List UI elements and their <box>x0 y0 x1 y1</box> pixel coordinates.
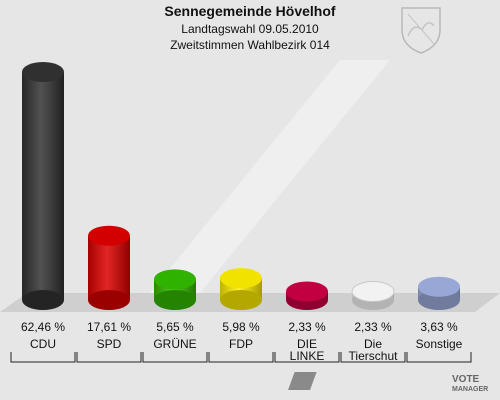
bar-top <box>154 269 196 290</box>
value-label: 17,61 % <box>87 320 131 334</box>
bar-body <box>22 72 64 300</box>
bar-bottom <box>88 290 130 310</box>
bar-die-tierschut <box>351 280 395 310</box>
bar-top <box>351 280 395 302</box>
bar-top <box>88 225 130 246</box>
category-label: Sonstige <box>416 337 463 351</box>
bar-bottom <box>22 290 64 310</box>
category-label: CDU <box>30 337 56 351</box>
bar-top <box>220 268 262 289</box>
logo-text: VOTE MANAGER <box>452 374 488 393</box>
bar-bottom <box>220 290 262 310</box>
chart-title: Sennegemeinde Hövelhof <box>164 3 336 19</box>
category-bracket <box>76 352 142 363</box>
category-label: FDP <box>229 337 253 351</box>
value-label: 5,98 % <box>222 320 260 334</box>
category-bracket <box>406 352 472 363</box>
category-label: GRÜNE <box>153 337 196 351</box>
category-bracket <box>10 352 76 363</box>
value-label: 5,65 % <box>156 320 194 334</box>
category-bracket <box>208 352 274 363</box>
bar-body <box>88 235 130 300</box>
category-label: DIE <box>297 337 317 351</box>
bars-layer <box>22 62 460 310</box>
bar-die-linke <box>286 281 328 310</box>
category-label: Tierschut <box>349 349 399 363</box>
category-bracket <box>340 352 406 363</box>
category-bracket <box>274 352 340 363</box>
value-label: 3,63 % <box>420 320 458 334</box>
value-labels-layer: 62,46 % 17,61 % 5,65 % 5,98 % 2,33 % 2,33 % 3,… <box>21 320 458 334</box>
background-band <box>150 60 390 293</box>
bar-top <box>286 281 328 302</box>
vote-manager-logo: VOTE MANAGER <box>288 372 488 393</box>
coat-of-arms-icon <box>401 7 441 54</box>
category-bracket <box>142 352 208 363</box>
chart-subtitle-district: Zweitstimmen Wahlbezirk 014 <box>170 38 330 52</box>
chart-subtitle-election: Landtagswahl 09.05.2010 <box>181 22 319 36</box>
bar-spd <box>88 225 130 310</box>
category-label: LINKE <box>290 349 325 363</box>
category-label: Die <box>364 337 382 351</box>
bar-fdp <box>220 268 262 310</box>
bar-top <box>418 276 460 297</box>
value-label: 62,46 % <box>21 320 65 334</box>
value-label: 2,33 % <box>288 320 326 334</box>
bar-sonstige <box>418 276 460 310</box>
value-label: 2,33 % <box>354 320 392 334</box>
bar-gr-ne <box>154 269 196 310</box>
bar-cdu <box>22 62 64 310</box>
checkmark-icon <box>288 372 317 390</box>
bar-top <box>22 62 64 82</box>
category-label: SPD <box>97 337 122 351</box>
bar-bottom <box>154 290 196 310</box>
